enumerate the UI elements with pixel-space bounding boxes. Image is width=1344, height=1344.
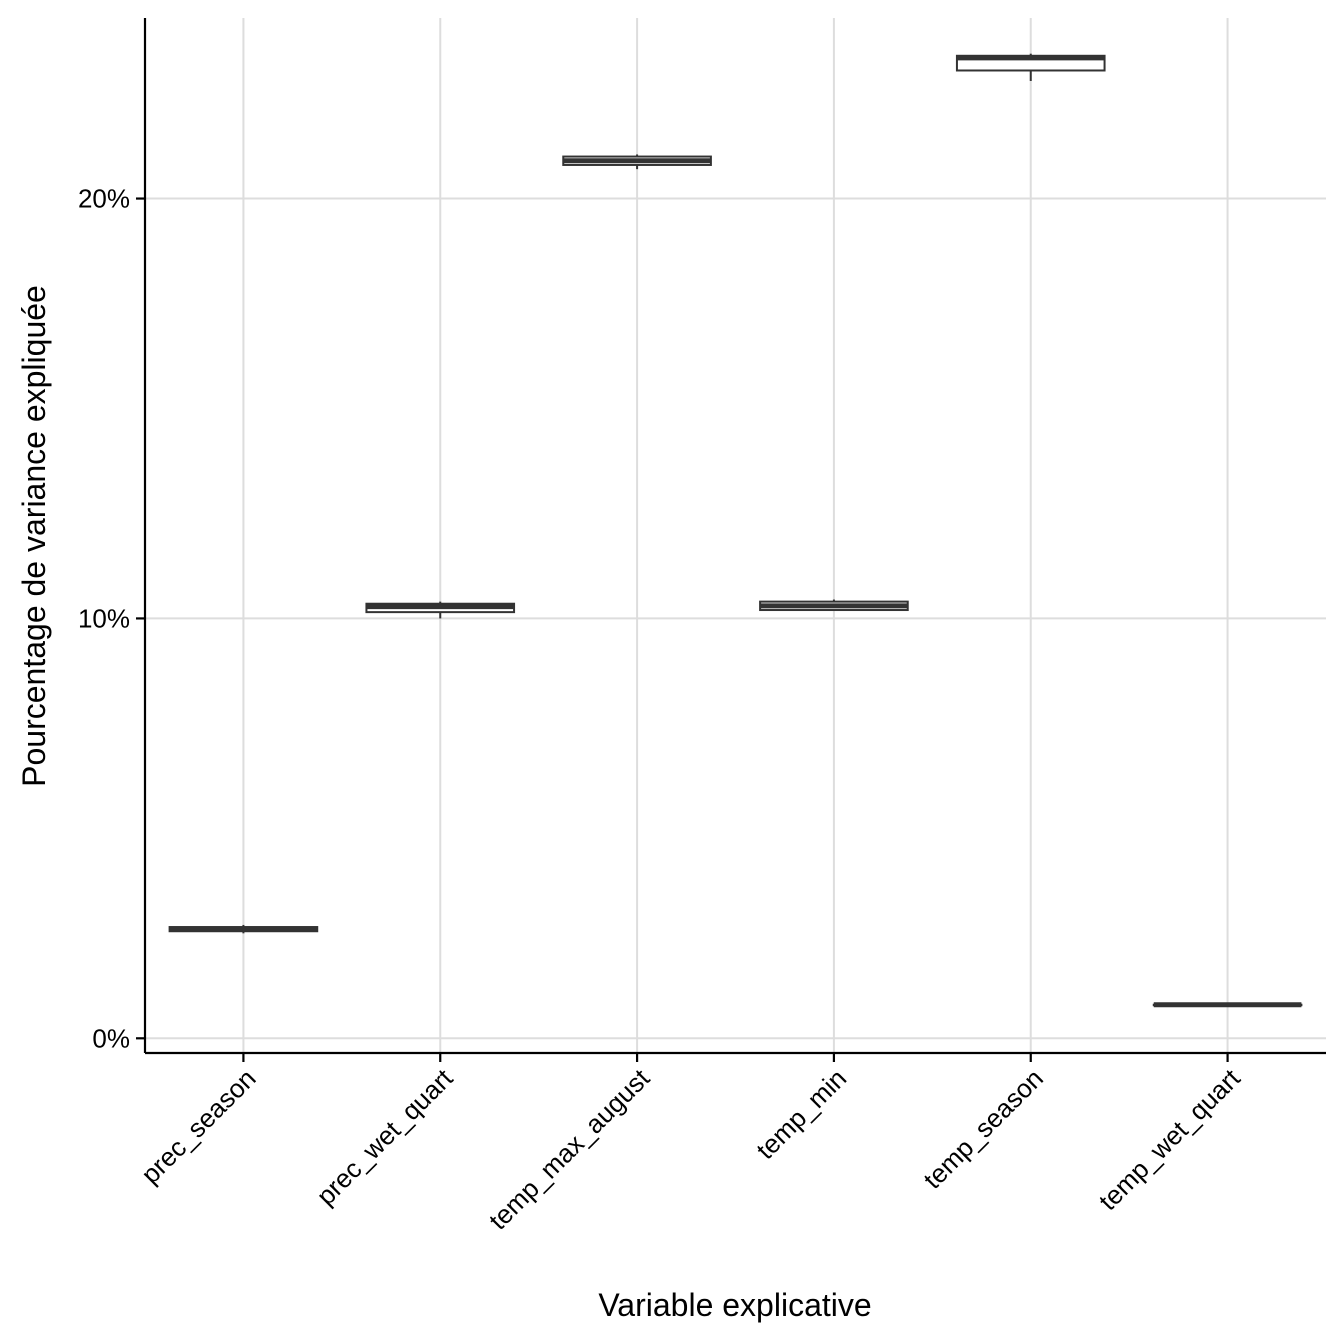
box-prec_season [168, 924, 319, 934]
axes: 0% 10% 20% prec_season prec_wet_quart temp_ma… [78, 18, 1326, 1235]
x-axis-title: Variable explicative [598, 1287, 871, 1323]
box-temp_min [759, 599, 909, 612]
box-temp_max_august [562, 154, 712, 170]
box-temp_season [955, 53, 1106, 81]
boxes [168, 53, 1303, 1008]
y-tick-label: 0% [92, 1023, 130, 1053]
y-tick-label: 20% [78, 184, 130, 214]
y-tick-label: 10% [78, 603, 130, 633]
y-axis-title: Pourcentage de variance expliquée [16, 285, 52, 787]
x-tick-label: temp_min [750, 1063, 852, 1165]
x-tick-label: temp_max_august [483, 1062, 656, 1235]
x-tick-label: temp_season [917, 1063, 1049, 1195]
x-tick-label: prec_season [135, 1063, 261, 1189]
box-prec_wet_quart [365, 601, 516, 619]
x-tick-label: temp_wet_quart [1093, 1062, 1247, 1216]
gridlines [145, 18, 1326, 1053]
box-temp_wet_quart [1152, 1002, 1303, 1008]
x-tick-label: prec_wet_quart [311, 1062, 459, 1210]
